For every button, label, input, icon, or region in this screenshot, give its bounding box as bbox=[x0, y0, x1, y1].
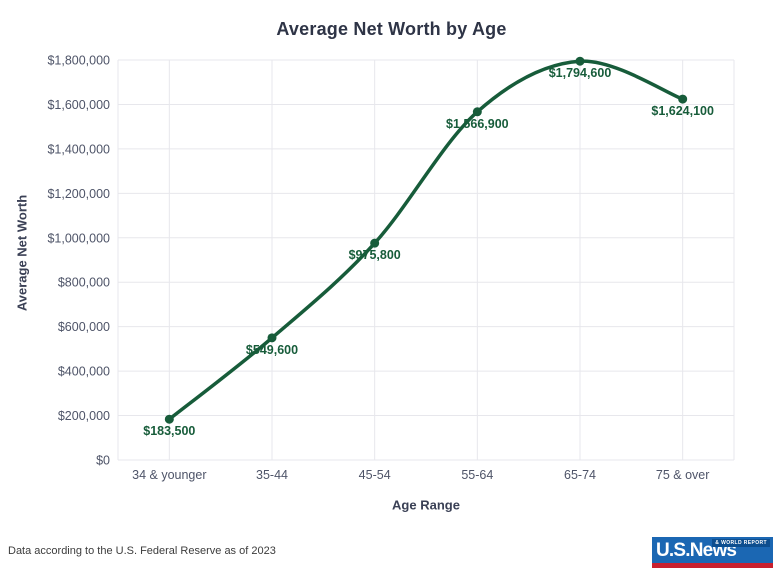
data-point-label: $1,566,900 bbox=[446, 117, 509, 131]
y-tick-label: $200,000 bbox=[58, 409, 110, 423]
y-tick-label: $1,800,000 bbox=[47, 54, 110, 68]
y-tick-label: $0 bbox=[96, 454, 110, 468]
y-tick-label: $1,000,000 bbox=[47, 231, 110, 245]
data-point-marker bbox=[575, 56, 585, 66]
data-point-marker bbox=[164, 414, 174, 424]
source-note: Data according to the U.S. Federal Reser… bbox=[8, 545, 276, 557]
y-tick-label: $800,000 bbox=[58, 276, 110, 290]
x-tick-label: 35-44 bbox=[256, 468, 288, 482]
x-tick-label: 75 & over bbox=[656, 468, 710, 482]
x-tick-label: 65-74 bbox=[564, 468, 596, 482]
data-point-label: $1,624,100 bbox=[651, 104, 714, 118]
usnews-logo-badge: & WORLD REPORT bbox=[712, 539, 770, 547]
y-tick-label: $400,000 bbox=[58, 365, 110, 379]
x-axis-title: Age Range bbox=[392, 497, 460, 513]
y-tick-label: $1,600,000 bbox=[47, 98, 110, 112]
usnews-logo-blue-box: U.S.News & WORLD REPORT bbox=[652, 537, 773, 563]
usnews-logo: U.S.News & WORLD REPORT bbox=[652, 537, 773, 568]
data-point-label: $183,500 bbox=[143, 424, 195, 438]
x-tick-label: 45-54 bbox=[359, 468, 391, 482]
data-point-marker bbox=[472, 107, 482, 117]
x-tick-label: 34 & younger bbox=[132, 468, 206, 482]
data-point-marker bbox=[370, 238, 380, 248]
y-tick-label: $600,000 bbox=[58, 320, 110, 334]
usnews-logo-red-stripe bbox=[652, 563, 773, 568]
data-point-marker bbox=[678, 94, 688, 104]
y-axis-title: Average Net Worth bbox=[14, 194, 30, 312]
data-point-label: $1,794,600 bbox=[549, 66, 612, 80]
data-point-label: $975,800 bbox=[349, 248, 401, 262]
chart-title: Average Net Worth by Age bbox=[276, 19, 507, 39]
networth-line bbox=[167, 59, 685, 421]
y-tick-label: $1,400,000 bbox=[47, 142, 110, 156]
data-point-label: $549,600 bbox=[246, 343, 298, 357]
x-tick-label: 55-64 bbox=[461, 468, 493, 482]
y-tick-label: $1,200,000 bbox=[47, 187, 110, 201]
data-point-marker bbox=[267, 333, 277, 343]
line-chart: $0 $200,000 $400,000 $600,000 $800,000 $1,000… bbox=[47, 54, 735, 482]
